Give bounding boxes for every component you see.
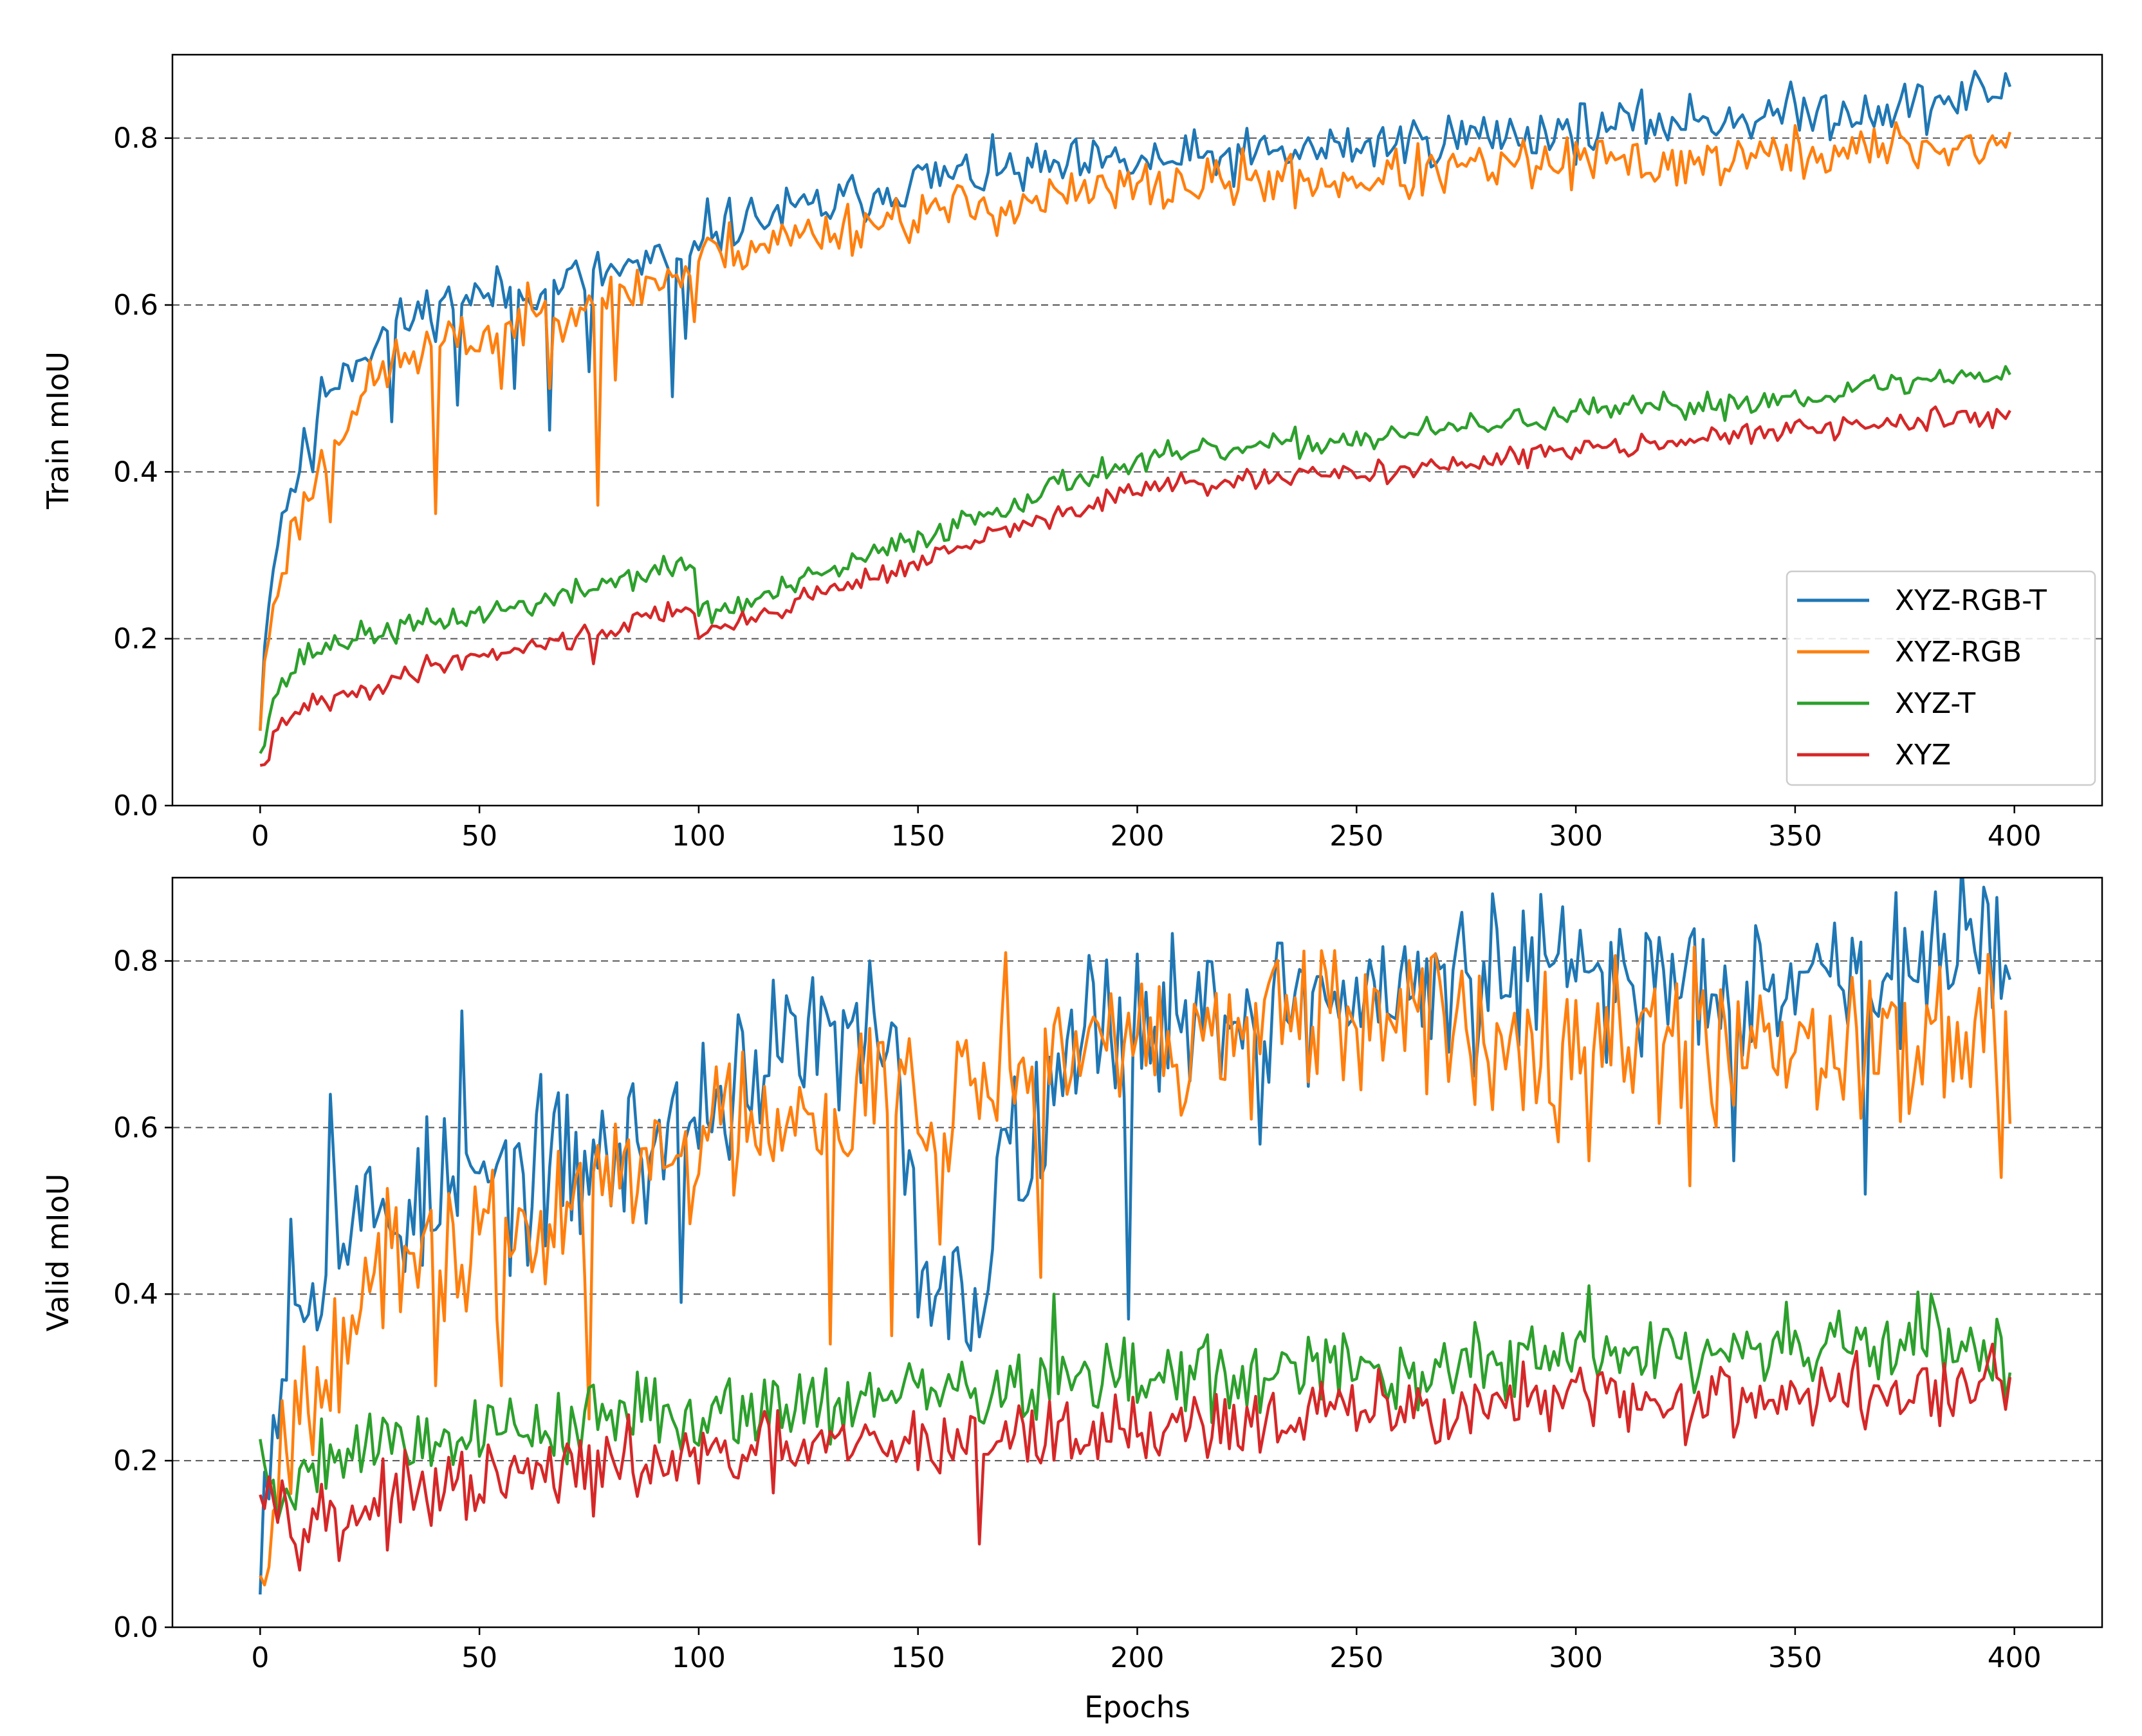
x-tick-label: 150 — [891, 1641, 945, 1674]
series-line-xyz — [259, 405, 2011, 767]
x-tick-label: 0 — [251, 820, 269, 853]
series-line-xyz-rgb — [259, 945, 2012, 1587]
x-tick-label: 350 — [1768, 820, 1822, 853]
y-tick-label: 0.8 — [113, 945, 158, 977]
train-miou-panel: 0.0 0.2 0.4 0.6 0.8 0 50 100 150 200 250 300 350 400 T… — [41, 53, 2103, 853]
legend-entry-label: XYZ-RGB-T — [1895, 584, 2047, 617]
legend-entry-label: XYZ-RGB — [1895, 636, 2022, 669]
y-tick-label: 0.4 — [113, 1278, 158, 1311]
x-tick-label: 250 — [1329, 820, 1383, 853]
x-tick-label: 300 — [1549, 1641, 1603, 1674]
x-tick-label: 100 — [672, 1641, 726, 1674]
y-tick-label: 0.6 — [113, 1111, 158, 1144]
y-tick-label: 0.2 — [113, 1445, 158, 1477]
plot-frame — [171, 876, 2103, 1629]
y-tick-label: 0.8 — [113, 122, 158, 155]
legend: XYZ-RGB-T XYZ-RGB XYZ-T XYZ — [1786, 570, 2096, 786]
x-tick-label: 400 — [1988, 1641, 2042, 1674]
series-line-xyz-rgb — [259, 121, 2012, 731]
legend-box — [1786, 570, 2096, 786]
x-tick-label: 100 — [672, 820, 726, 853]
series-line-xyz — [259, 1342, 2012, 1572]
plot-frame — [171, 53, 2103, 807]
series-line-xyz-t — [259, 1284, 2012, 1523]
y-axis-label: Valid mIoU — [41, 1174, 75, 1332]
x-tick-label: 350 — [1768, 1641, 1822, 1674]
valid-miou-panel: 0.0 0.2 0.4 0.6 0.8 0 50 100 150 200 250 300 350 400 V… — [41, 876, 2103, 1724]
y-tick-label: 0.0 — [113, 790, 158, 822]
x-tick-label: 200 — [1111, 820, 1165, 853]
series-line-xyz-rgb-t — [259, 878, 2012, 1595]
y-tick-label: 0.2 — [113, 623, 158, 656]
y-tick-label: 0.4 — [113, 456, 158, 488]
y-tick-label: 0.6 — [113, 289, 158, 322]
x-tick-label: 0 — [251, 1641, 269, 1674]
x-axis-label: Epochs — [1084, 1690, 1190, 1724]
x-tick-label: 250 — [1329, 1641, 1383, 1674]
x-tick-label: 300 — [1549, 820, 1603, 853]
x-tick-label: 50 — [461, 1641, 497, 1674]
x-tick-label: 400 — [1988, 820, 2042, 853]
series-line-xyz-t — [259, 365, 2011, 754]
y-tick-label: 0.0 — [113, 1611, 158, 1644]
legend-entry-label: XYZ — [1895, 739, 1951, 771]
x-tick-label: 50 — [461, 820, 497, 853]
y-axis-label: Train mIoU — [41, 351, 75, 510]
x-tick-label: 200 — [1111, 1641, 1165, 1674]
x-tick-label: 150 — [891, 820, 945, 853]
legend-entry-label: XYZ-T — [1895, 687, 1975, 720]
